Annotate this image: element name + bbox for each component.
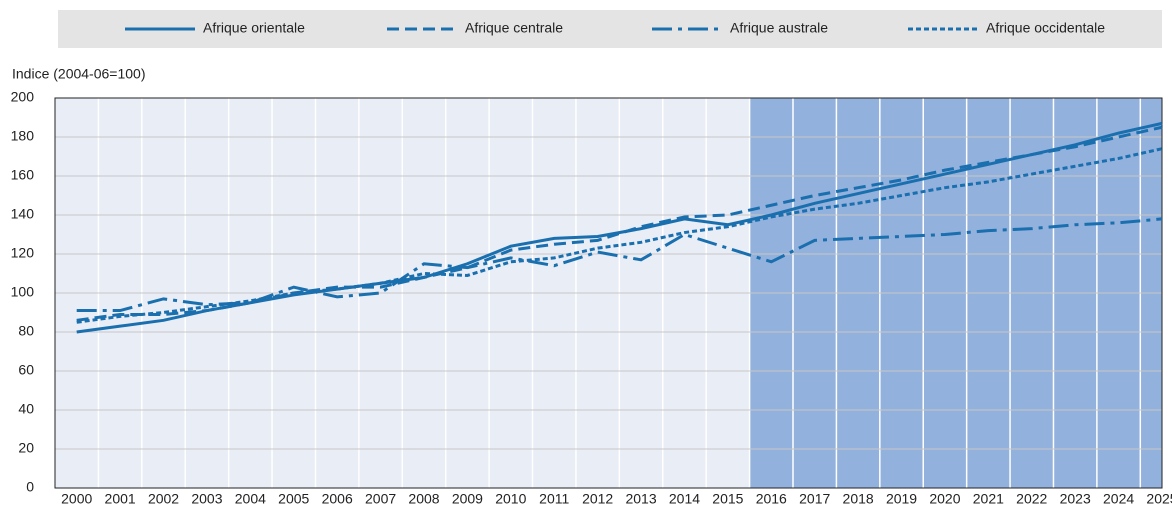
- y-tick-label: 200: [11, 89, 35, 105]
- x-tick-label: 2001: [105, 491, 136, 507]
- x-tick-label: 2013: [625, 491, 656, 507]
- x-tick-label: 2004: [235, 491, 266, 507]
- x-tick-label: 2002: [148, 491, 179, 507]
- y-tick-label: 100: [11, 284, 35, 300]
- x-tick-label: 2000: [61, 491, 92, 507]
- x-tick-label: 2005: [278, 491, 309, 507]
- y-tick-label: 40: [18, 401, 34, 417]
- x-tick-label: 2003: [191, 491, 222, 507]
- x-tick-label: 2020: [929, 491, 960, 507]
- y-tick-label: 0: [26, 479, 34, 495]
- plot-border: [54, 97, 1163, 489]
- x-tick-label: 2011: [539, 491, 569, 507]
- x-tick-label: 2024: [1103, 491, 1134, 507]
- series-line: [76, 217, 1163, 313]
- x-tick-label: 2008: [408, 491, 439, 507]
- legend-label: Afrique centrale: [465, 20, 563, 36]
- x-tick-label: 2023: [1060, 491, 1091, 507]
- y-tick-label: 140: [11, 206, 35, 222]
- x-tick-label: 2018: [843, 491, 874, 507]
- x-tick-label: 2012: [582, 491, 613, 507]
- x-tick-label: 2015: [712, 491, 743, 507]
- y-tick-label: 80: [18, 323, 34, 339]
- y-axis-label: Indice (2004-06=100): [12, 66, 146, 82]
- x-tick-label: 2009: [452, 491, 483, 507]
- x-tick-label: 2025: [1146, 491, 1172, 507]
- y-tick-label: 160: [11, 167, 35, 183]
- legend-bar: [58, 10, 1162, 48]
- x-tick-label: 2016: [756, 491, 787, 507]
- x-tick-label: 2019: [886, 491, 917, 507]
- legend-label: Afrique australe: [730, 20, 828, 36]
- x-tick-label: 2022: [1016, 491, 1047, 507]
- y-tick-label: 180: [11, 128, 35, 144]
- x-tick-label: 2006: [322, 491, 353, 507]
- x-tick-label: 2007: [365, 491, 396, 507]
- y-tick-label: 60: [18, 362, 34, 378]
- x-tick-label: 2021: [973, 491, 1004, 507]
- x-tick-label: 2010: [495, 491, 526, 507]
- x-tick-label: 2014: [669, 491, 700, 507]
- y-tick-label: 20: [18, 440, 34, 456]
- legend-label: Afrique occidentale: [986, 20, 1105, 36]
- y-tick-label: 120: [11, 245, 35, 261]
- x-tick-label: 2017: [799, 491, 830, 507]
- legend-label: Afrique orientale: [203, 20, 305, 36]
